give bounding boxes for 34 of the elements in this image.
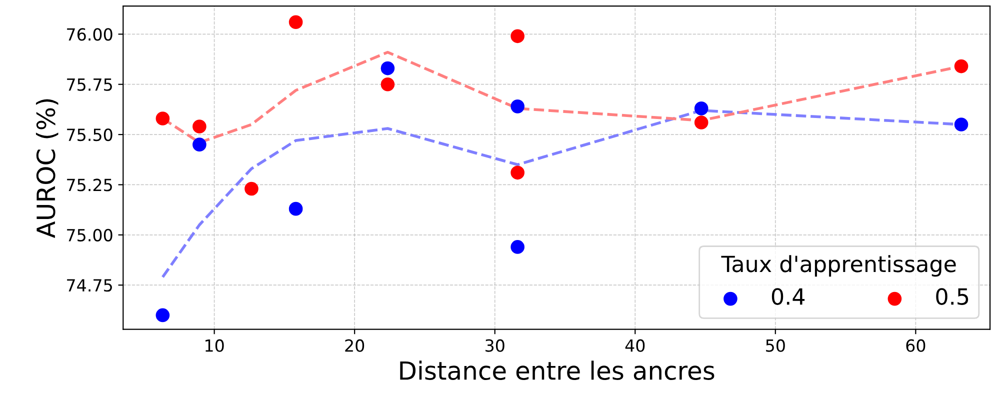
legend-label: 0.4 xyxy=(772,288,805,305)
point xyxy=(288,15,303,30)
point xyxy=(244,182,258,196)
point xyxy=(694,102,708,116)
point xyxy=(954,118,968,132)
y-tick-label: 76.00 xyxy=(67,28,112,41)
x-axis-title: Distance entre les ancres xyxy=(400,360,714,380)
x-tick-label: 40 xyxy=(625,339,645,352)
point xyxy=(510,100,524,114)
point xyxy=(510,29,524,44)
y-axis-title: AUROC (%) xyxy=(36,99,58,238)
y-tick-label: 74.75 xyxy=(67,279,112,292)
x-tick-label: 10 xyxy=(206,339,224,352)
y-tick-label: 75.75 xyxy=(67,78,112,91)
x-tick-label: 50 xyxy=(766,339,785,352)
x-tick-label: 30 xyxy=(486,339,504,352)
point xyxy=(694,116,708,130)
point xyxy=(380,61,395,76)
point xyxy=(510,166,524,180)
x-tick-label: 20 xyxy=(345,339,364,352)
point xyxy=(510,240,524,254)
legend-label: 0.5 xyxy=(936,288,968,305)
y-tick-label: 75.25 xyxy=(67,178,112,192)
point xyxy=(192,120,206,134)
point xyxy=(380,77,395,92)
point xyxy=(156,308,170,322)
point xyxy=(954,59,968,74)
point xyxy=(288,202,303,216)
y-tick-label: 75.00 xyxy=(67,228,112,242)
x-tick-label: 60 xyxy=(906,339,926,352)
point xyxy=(192,138,206,152)
legend-title: Taux d'apprentissage xyxy=(721,255,956,277)
y-tick-label: 75.50 xyxy=(67,128,112,142)
point xyxy=(156,112,170,126)
